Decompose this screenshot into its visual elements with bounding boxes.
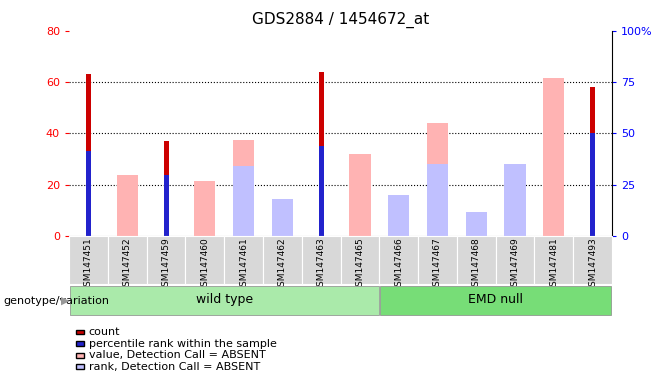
Bar [86, 74, 91, 236]
Text: GSM147469: GSM147469 [511, 238, 520, 292]
Bar [69, 236, 108, 284]
Text: GSM147460: GSM147460 [200, 238, 209, 292]
Bar [163, 141, 168, 236]
Bar [427, 164, 448, 236]
Bar [340, 236, 379, 284]
Text: GSM147468: GSM147468 [472, 238, 481, 292]
Bar [194, 181, 215, 236]
Bar [108, 236, 147, 284]
Text: ▶: ▶ [61, 296, 69, 306]
Bar [590, 87, 595, 236]
Bar [457, 236, 495, 284]
Bar [466, 212, 487, 236]
Text: genotype/variation: genotype/variation [3, 296, 109, 306]
Bar [318, 72, 324, 236]
Bar [427, 123, 448, 236]
Text: count: count [89, 327, 120, 337]
Bar [233, 140, 254, 236]
Bar [504, 164, 526, 236]
Text: GSM147452: GSM147452 [123, 238, 132, 292]
Bar [388, 203, 409, 236]
Text: GSM147465: GSM147465 [355, 238, 365, 292]
Title: GDS2884 / 1454672_at: GDS2884 / 1454672_at [252, 12, 429, 28]
Text: GSM147481: GSM147481 [549, 238, 558, 292]
Bar [272, 199, 293, 236]
Text: GSM147467: GSM147467 [433, 238, 442, 292]
Text: GSM147463: GSM147463 [316, 238, 326, 292]
Bar [147, 236, 186, 284]
Bar [495, 236, 534, 284]
Bar [349, 154, 370, 236]
Text: GSM147462: GSM147462 [278, 238, 287, 292]
Text: value, Detection Call = ABSENT: value, Detection Call = ABSENT [89, 350, 266, 360]
Text: wild type: wild type [195, 293, 253, 306]
Text: GSM147451: GSM147451 [84, 238, 93, 292]
Bar [466, 220, 487, 236]
Text: GSM147466: GSM147466 [394, 238, 403, 292]
Bar [302, 236, 340, 284]
Bar [504, 174, 526, 236]
Bar [272, 212, 293, 236]
Bar [543, 78, 565, 236]
Bar [186, 236, 224, 284]
Bar [418, 236, 457, 284]
Bar [86, 151, 91, 236]
Bar [534, 236, 573, 284]
Bar [163, 174, 168, 236]
Text: EMD null: EMD null [468, 293, 523, 306]
Bar [224, 236, 263, 284]
Bar [590, 133, 595, 236]
Text: GSM147459: GSM147459 [161, 238, 170, 292]
Bar [233, 166, 254, 236]
Text: percentile rank within the sample: percentile rank within the sample [89, 339, 277, 349]
Bar [551, 113, 556, 236]
Text: GSM147493: GSM147493 [588, 238, 597, 292]
Bar [263, 236, 302, 284]
Bar [379, 236, 418, 284]
Bar [318, 146, 324, 236]
Bar [70, 286, 378, 315]
Bar [116, 174, 138, 236]
Bar [388, 195, 409, 236]
Bar [380, 286, 611, 315]
Text: rank, Detection Call = ABSENT: rank, Detection Call = ABSENT [89, 362, 260, 372]
Bar [573, 236, 612, 284]
Text: GSM147461: GSM147461 [239, 238, 248, 292]
